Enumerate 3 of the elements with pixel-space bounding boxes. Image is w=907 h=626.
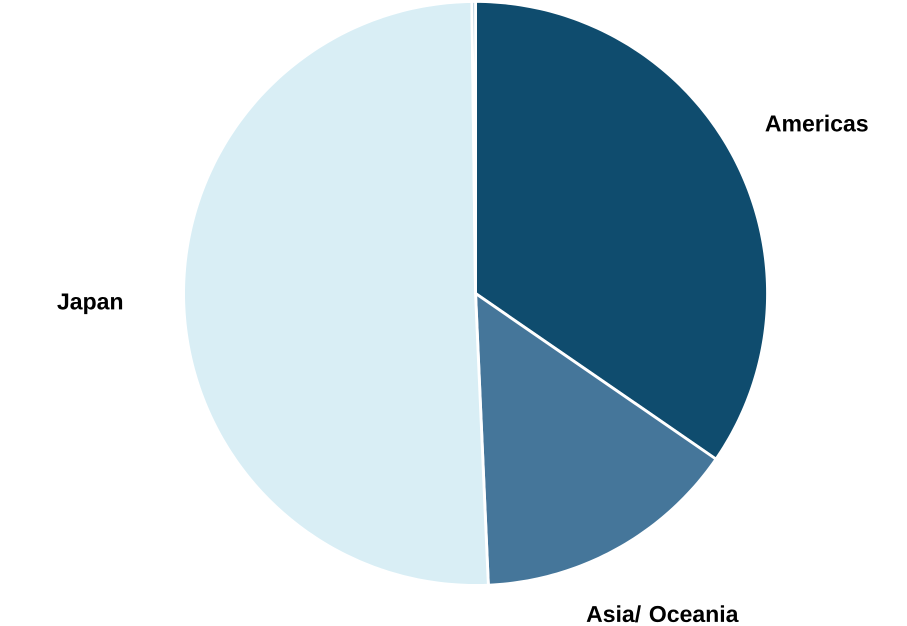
slice-label: Asia/ Oceania: [586, 605, 739, 622]
slice-label: Americas: [765, 114, 868, 132]
slice-label: Japan: [57, 293, 122, 314]
